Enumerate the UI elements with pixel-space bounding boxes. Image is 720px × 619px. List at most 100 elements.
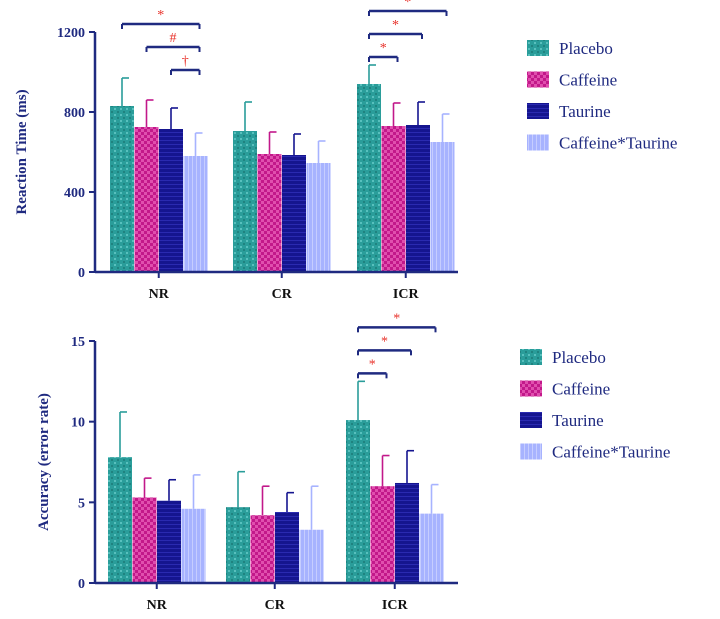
significance-label: # (170, 31, 177, 46)
legend-label-placebo: Placebo (559, 39, 613, 58)
bar-placebo-icr (346, 420, 370, 583)
error-bar-caffeine-cr (268, 131, 277, 154)
legend-swatch-placebo (527, 40, 549, 56)
legend: Placebo Caffeine Taurine Caffeine*Taurine (520, 348, 670, 462)
bar-placebo-cr (233, 131, 257, 272)
legend-swatch-caffeine (520, 380, 542, 397)
y-tick-label: 15 (71, 335, 85, 350)
error-bar-caffeine-nr (143, 477, 152, 498)
significance-label: * (157, 8, 164, 23)
error-bar-placebo-icr (368, 64, 376, 84)
y-tick-label: 0 (78, 266, 85, 281)
bar-placebo-icr (357, 84, 381, 272)
bar-caffeine-taurine-icr (430, 142, 455, 272)
bar-taurine-nr (157, 500, 181, 583)
error-bar-caffeine-nr (145, 99, 154, 127)
error-bar-caffeine-icr (381, 454, 390, 487)
legend-swatch-caffeine (527, 71, 549, 88)
bar-caffeine-taurine-cr (306, 163, 331, 272)
category-label-nr: NR (147, 598, 168, 613)
bar-caffeine-taurine-nr (183, 156, 208, 272)
error-bar-placebo-icr (357, 380, 365, 421)
error-bar-placebo-nr (121, 77, 129, 106)
legend-swatch-taurine (527, 103, 549, 119)
legend-label-placebo: Placebo (552, 348, 606, 367)
legend-swatch-caffeine-taurine (527, 134, 549, 151)
significance-label: * (380, 41, 387, 56)
y-tick-label: 400 (64, 186, 85, 201)
bar-taurine-cr (282, 155, 306, 272)
error-bar-caffeine-icr (392, 102, 401, 126)
error-bar-taurine-cr (286, 491, 294, 513)
significance-bracket: # (145, 31, 201, 52)
error-bar-caffeine-taurine-icr (430, 483, 439, 514)
category-label-icr: ICR (393, 287, 420, 302)
y-axis-title: Reaction Time (ms) (14, 89, 30, 214)
legend: Placebo Caffeine Taurine Caffeine*Taurine (527, 39, 677, 153)
bar-caffeine-taurine-cr (299, 529, 324, 583)
legend-label-taurine: Taurine (559, 102, 611, 121)
significance-label: * (381, 334, 388, 349)
category-label-cr: CR (265, 598, 286, 613)
legend-label-caffeine-taurine: Caffeine*Taurine (559, 134, 677, 153)
y-tick-label: 5 (78, 496, 85, 511)
y-tick-label: 800 (64, 106, 85, 121)
error-bar-placebo-cr (237, 470, 245, 508)
legend-swatch-taurine (520, 412, 542, 428)
bar-taurine-icr (395, 482, 419, 583)
bar-taurine-icr (406, 125, 430, 272)
reaction-time-chart: 0 400 800 1200 Reaction Time (ms) NR CR ICR * # † *… (14, 0, 677, 302)
error-bar-taurine-nr (170, 107, 178, 129)
significance-bracket: * (357, 357, 388, 379)
significance-label: * (392, 18, 399, 33)
error-bar-caffeine-taurine-cr (310, 485, 319, 530)
bar-caffeine-icr (381, 126, 406, 272)
legend-label-caffeine-taurine: Caffeine*Taurine (552, 443, 670, 462)
bar-caffeine-cr (250, 515, 275, 583)
y-tick-label: 10 (71, 416, 85, 431)
bar-placebo-nr (110, 106, 134, 272)
bar-caffeine-nr (132, 497, 157, 583)
bar-taurine-cr (275, 512, 299, 583)
significance-label: † (182, 54, 189, 69)
y-axis-title: Accuracy (error rate) (36, 393, 52, 531)
y-tick-label: 0 (78, 577, 85, 592)
category-label-nr: NR (149, 287, 170, 302)
bar-placebo-nr (108, 457, 132, 583)
bar-taurine-nr (159, 129, 183, 272)
error-bar-taurine-nr (168, 478, 176, 501)
significance-label: * (404, 0, 411, 10)
error-bar-caffeine-taurine-cr (317, 140, 326, 163)
bar-caffeine-taurine-icr (419, 513, 444, 583)
legend-label-caffeine: Caffeine (552, 380, 610, 399)
legend-label-caffeine: Caffeine (559, 71, 617, 90)
significance-label: * (393, 311, 400, 326)
error-bar-caffeine-taurine-icr (441, 113, 450, 142)
significance-bracket: * (357, 311, 437, 333)
legend-swatch-placebo (520, 349, 542, 365)
bar-caffeine-icr (370, 486, 395, 583)
bar-caffeine-cr (257, 154, 282, 272)
bar-placebo-cr (226, 507, 250, 583)
bar-caffeine-taurine-nr (181, 508, 206, 583)
error-bar-taurine-cr (293, 133, 301, 155)
error-bar-caffeine-taurine-nr (194, 132, 203, 156)
significance-bracket: * (357, 334, 412, 356)
error-bar-placebo-cr (244, 101, 252, 131)
category-label-cr: CR (272, 287, 293, 302)
significance-bracket: * (368, 41, 399, 62)
legend-swatch-caffeine-taurine (520, 443, 542, 460)
significance-label: * (369, 357, 376, 372)
y-tick-label: 1200 (57, 26, 85, 41)
error-bar-taurine-icr (406, 449, 414, 483)
error-bar-caffeine-cr (261, 485, 270, 516)
bar-caffeine-nr (134, 127, 159, 272)
legend-label-taurine: Taurine (552, 411, 604, 430)
error-bar-caffeine-taurine-nr (192, 474, 201, 509)
error-bar-taurine-icr (417, 101, 425, 125)
category-label-icr: ICR (382, 598, 409, 613)
error-bar-placebo-nr (119, 411, 127, 458)
significance-bracket: * (368, 18, 423, 39)
significance-bracket: * (121, 8, 201, 29)
